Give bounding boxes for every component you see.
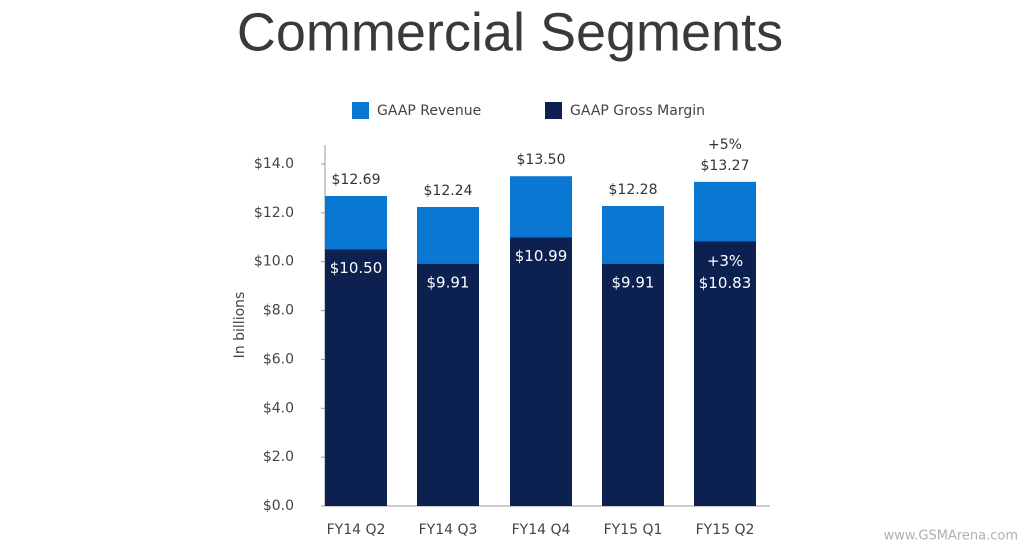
watermark: www.GSMArena.com bbox=[884, 529, 1018, 544]
y-tick-label: $0.0 bbox=[263, 498, 294, 514]
value-label: $10.50 bbox=[330, 259, 383, 277]
legend-label: GAAP Gross Margin bbox=[570, 103, 705, 119]
annotation: +5% bbox=[708, 137, 742, 153]
y-tick-label: $6.0 bbox=[263, 351, 294, 367]
value-label: $9.91 bbox=[427, 273, 470, 291]
y-tick-label: $2.0 bbox=[263, 449, 294, 465]
annotation: +3% bbox=[707, 252, 743, 270]
bar bbox=[694, 241, 756, 506]
y-tick-label: $4.0 bbox=[263, 400, 294, 416]
y-tick-label: $12.0 bbox=[254, 205, 294, 221]
legend-swatch bbox=[545, 102, 562, 119]
y-tick-label: $10.0 bbox=[254, 254, 294, 270]
value-label: $12.28 bbox=[609, 182, 658, 198]
x-tick-label: FY14 Q3 bbox=[419, 522, 478, 538]
y-tick-label: $14.0 bbox=[254, 156, 294, 172]
bar bbox=[602, 263, 664, 506]
x-tick-label: FY15 Q1 bbox=[604, 522, 663, 538]
bar bbox=[417, 263, 479, 506]
bar bbox=[325, 249, 387, 506]
legend-swatch bbox=[352, 102, 369, 119]
bar bbox=[510, 237, 572, 506]
y-axis-label: In billions bbox=[232, 292, 248, 359]
chart-title: Commercial Segments bbox=[237, 2, 783, 62]
x-tick-label: FY14 Q2 bbox=[327, 522, 386, 538]
y-tick-label: $8.0 bbox=[263, 303, 294, 319]
value-label: $12.24 bbox=[424, 183, 473, 199]
value-label: $13.50 bbox=[517, 152, 566, 168]
legend-label: GAAP Revenue bbox=[377, 103, 481, 119]
value-label: $10.99 bbox=[515, 247, 568, 265]
x-tick-label: FY15 Q2 bbox=[696, 522, 755, 538]
value-label: $13.27 bbox=[701, 158, 750, 174]
value-label: $12.69 bbox=[332, 172, 381, 188]
x-tick-label: FY14 Q4 bbox=[512, 522, 571, 538]
value-label: $10.83 bbox=[699, 274, 752, 292]
value-label: $9.91 bbox=[612, 273, 655, 291]
